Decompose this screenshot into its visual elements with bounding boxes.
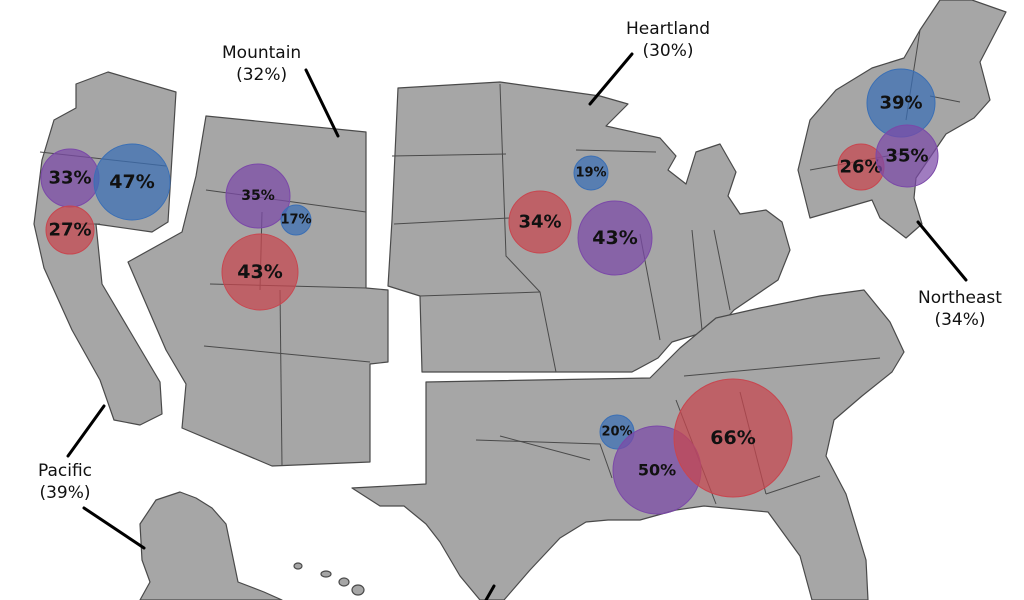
mountain-leader [304,68,340,138]
region-name: Pacific [38,461,93,481]
bubble-blue [280,204,312,236]
bubble-layer: 33% 47%27%35%17%43%19%34%43%39%26%35%20%5… [40,68,939,515]
region-name: Mountain [222,43,302,63]
bubble-blue [573,155,609,191]
region-percentage: (39%) [39,483,91,503]
bubble-label: 39% [879,93,922,114]
land-masses [33,0,1007,600]
bubble-label: 19% [575,166,606,181]
bubble-label: 34% [518,212,561,233]
region-percentage: (30%) [642,41,694,61]
region-label-mountain: Mountain (32%) [222,42,301,86]
region-label-pacific: Pacific (39%) [38,460,92,504]
bubble-label: 43% [592,227,637,249]
bubble-red [673,378,793,498]
south-leader [484,584,496,600]
alaska-leader [82,506,146,550]
heartland-leader [588,52,634,106]
bubble-purple [875,124,939,188]
bubble-label: 17% [280,213,311,228]
hawaii-island [338,577,350,587]
alaska [139,491,283,600]
hawaii-island [320,570,332,578]
bubble-label: 33% [48,168,91,189]
region-percentage: (32%) [236,65,288,85]
bubble-purple [225,163,291,229]
bubble-label: 35% [241,188,275,204]
bubble-label: 66% [710,427,755,449]
region-label-heartland: Heartland (30%) [626,18,710,62]
bubble-label: 50% [638,461,676,480]
region-name: Northeast [918,288,1002,308]
bubble-label: 47% [109,171,154,193]
region-label-northeast: Northeast (34%) [918,287,1002,331]
bubble-red [45,205,95,255]
bubble-red [508,190,572,254]
hawaii-island [351,584,365,596]
bubble-label: 27% [48,220,91,241]
bubble-label: 35% [885,146,928,167]
bubble-red [221,233,299,311]
bubble-label: 26% [839,157,882,178]
pacific-leader [66,404,106,458]
region-percentage: (34%) [934,310,986,330]
hawaii-island [293,562,303,570]
bubble-label: 20% [601,425,632,440]
region-name: Heartland [626,19,711,39]
northeast-leader [916,220,968,282]
bubble-purple [577,200,653,276]
bubble-label: 43% [237,261,282,283]
bubble-blue [93,143,171,221]
leader-lines [66,52,968,600]
